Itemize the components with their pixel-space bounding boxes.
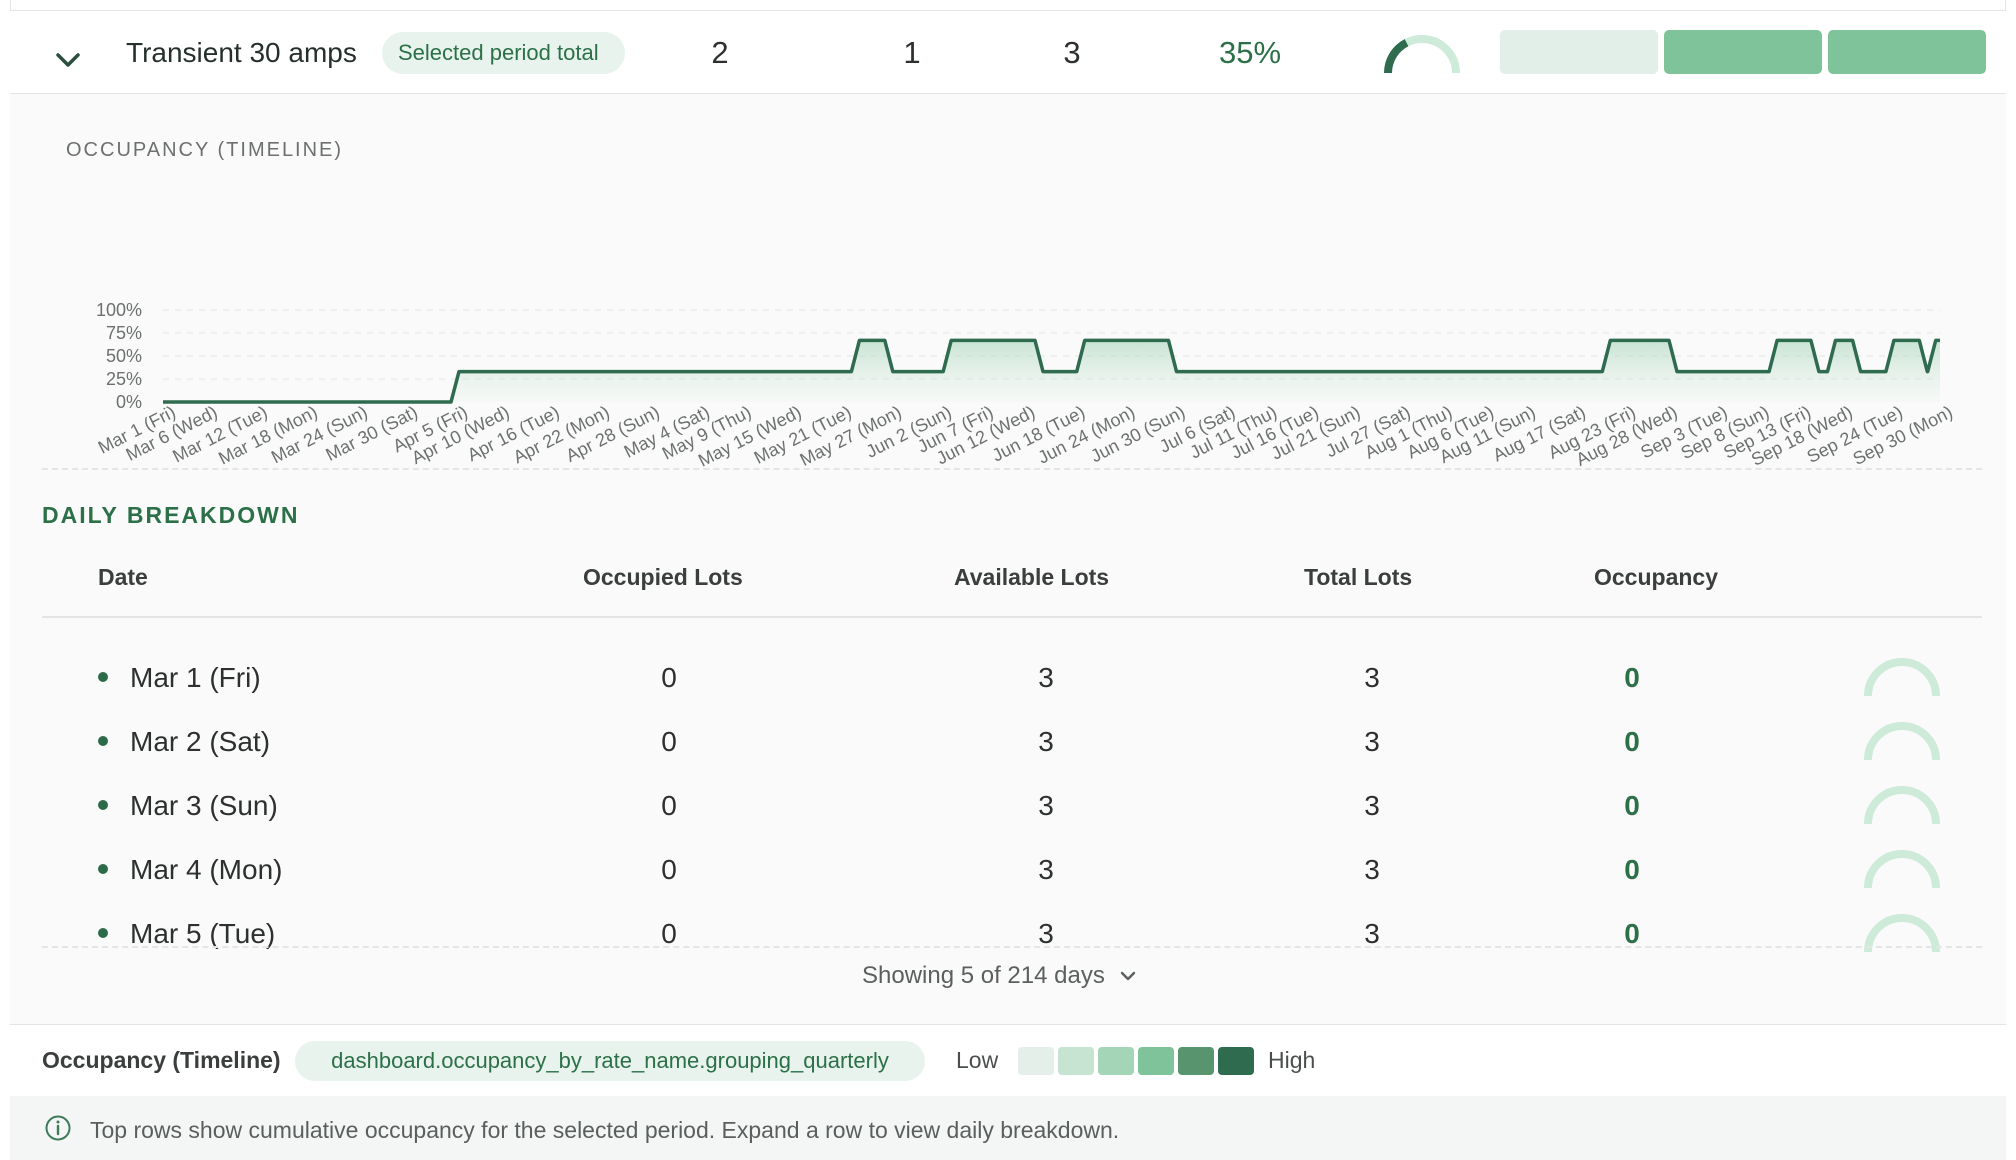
row-occupancy: 0 bbox=[1624, 726, 1640, 757]
show-more-label: Showing 5 of 214 days bbox=[862, 962, 1105, 989]
summary-occupancy: 35% bbox=[1218, 35, 1282, 70]
row-bullet bbox=[98, 736, 108, 746]
table-row: Mar 2 (Sat) 0 3 3 0 bbox=[10, 708, 2006, 772]
occupancy-area bbox=[163, 340, 1940, 402]
heat-cell bbox=[1500, 30, 1658, 74]
occupancy-gauge bbox=[1864, 850, 1940, 889]
summary-occupied: 2 bbox=[711, 35, 729, 70]
info-note: Top rows show cumulative occupancy for t… bbox=[10, 1096, 2006, 1160]
rate-name: Transient 30 amps bbox=[126, 37, 357, 68]
legend-key-badge: dashboard.occupancy_by_rate_name.groupin… bbox=[295, 1041, 925, 1081]
row-occupancy: 0 bbox=[1624, 790, 1640, 821]
legend-high-label: High bbox=[1268, 1047, 1316, 1073]
timeline-heading: OCCUPANCY (TIMELINE) bbox=[66, 139, 344, 161]
occupancy-gauge bbox=[1384, 35, 1460, 74]
occupancy-gauge bbox=[1864, 722, 1940, 761]
row-date: Mar 2 (Sat) bbox=[130, 726, 271, 757]
daily-breakdown-heading: DAILY BREAKDOWN bbox=[42, 502, 300, 528]
row-total: 3 bbox=[1364, 662, 1380, 693]
row-available: 3 bbox=[1038, 662, 1054, 693]
summary-total: 3 bbox=[1063, 35, 1081, 70]
divider bbox=[42, 616, 1982, 618]
row-available: 3 bbox=[1038, 726, 1054, 757]
col-header-available: Available Lots bbox=[954, 564, 1110, 590]
info-icon bbox=[45, 1115, 71, 1141]
row-bullet bbox=[98, 800, 108, 810]
row-total: 3 bbox=[1364, 918, 1380, 949]
occupancy-gauge bbox=[1864, 658, 1940, 697]
occupancy-gauge bbox=[1864, 786, 1940, 825]
occupancy-line bbox=[163, 338, 1940, 404]
divider bbox=[42, 946, 1982, 948]
legend-swatch bbox=[1218, 1047, 1254, 1075]
y-tick-label: 25% bbox=[106, 369, 142, 389]
row-occupancy: 0 bbox=[1624, 854, 1640, 885]
chevron-down-icon bbox=[1120, 971, 1136, 981]
row-date: Mar 5 (Tue) bbox=[130, 918, 276, 949]
y-tick-label: 50% bbox=[106, 346, 142, 366]
summary-available: 1 bbox=[903, 35, 921, 70]
expanded-panel: OCCUPANCY (TIMELINE) 100% 75% 50% 25% 0% Mar… bbox=[10, 94, 2006, 1024]
legend-bar: Occupancy (Timeline) dashboard.occupancy… bbox=[10, 1024, 2006, 1096]
row-occupied: 0 bbox=[661, 854, 677, 885]
legend-title: Occupancy (Timeline) bbox=[42, 1047, 281, 1073]
divider bbox=[10, 10, 2006, 11]
heat-cell bbox=[1664, 30, 1822, 74]
row-date: Mar 4 (Mon) bbox=[130, 854, 283, 885]
row-occupied: 0 bbox=[661, 790, 677, 821]
legend-swatch bbox=[1058, 1047, 1094, 1075]
table-row: Mar 5 (Tue) 0 3 3 0 bbox=[10, 900, 2006, 964]
heat-cell bbox=[1828, 30, 1986, 74]
row-available: 3 bbox=[1038, 854, 1054, 885]
occupancy-timeline-chart: 100%75%50%25%0% Mar 1 (Fri)Mar 6 (Wed)Ma… bbox=[95, 300, 1956, 471]
col-header-occupied: Occupied Lots bbox=[583, 564, 743, 590]
col-header-total: Total Lots bbox=[1304, 564, 1413, 590]
legend-low-label: Low bbox=[956, 1047, 999, 1073]
y-tick-label: 75% bbox=[106, 323, 142, 343]
row-occupied: 0 bbox=[661, 662, 677, 693]
chevron-down-icon[interactable] bbox=[46, 39, 90, 83]
show-more-button[interactable]: Showing 5 of 214 days bbox=[862, 962, 1137, 990]
row-available: 3 bbox=[1038, 790, 1054, 821]
row-occupied: 0 bbox=[661, 918, 677, 949]
col-header-date: Date bbox=[98, 564, 148, 590]
occupancy-gauge bbox=[1864, 914, 1940, 953]
table-row: Mar 3 (Sun) 0 3 3 0 bbox=[10, 772, 2006, 836]
legend-swatch bbox=[1138, 1047, 1174, 1075]
row-total: 3 bbox=[1364, 790, 1380, 821]
rate-summary-row[interactable]: Transient 30 amps Selected period total … bbox=[10, 11, 2006, 94]
table-row: Mar 4 (Mon) 0 3 3 0 bbox=[10, 836, 2006, 900]
divider bbox=[42, 468, 1982, 470]
legend-swatch bbox=[1098, 1047, 1134, 1075]
row-bullet bbox=[98, 672, 108, 682]
y-tick-label: 100% bbox=[96, 300, 142, 320]
row-total: 3 bbox=[1364, 854, 1380, 885]
row-total: 3 bbox=[1364, 726, 1380, 757]
row-occupied: 0 bbox=[661, 726, 677, 757]
info-text: Top rows show cumulative occupancy for t… bbox=[90, 1117, 1120, 1143]
y-tick-label: 0% bbox=[116, 392, 142, 412]
row-occupancy: 0 bbox=[1624, 918, 1640, 949]
row-available: 3 bbox=[1038, 918, 1054, 949]
col-header-occupancy: Occupancy bbox=[1594, 564, 1718, 590]
row-date: Mar 1 (Fri) bbox=[130, 662, 261, 693]
row-bullet bbox=[98, 928, 108, 938]
period-badge: Selected period total bbox=[382, 32, 625, 74]
legend-swatch bbox=[1178, 1047, 1214, 1075]
legend-swatch bbox=[1018, 1047, 1054, 1075]
row-occupancy: 0 bbox=[1624, 662, 1640, 693]
table-row: Mar 1 (Fri) 0 3 3 0 bbox=[10, 644, 2006, 708]
row-date: Mar 3 (Sun) bbox=[130, 790, 278, 821]
row-bullet bbox=[98, 864, 108, 874]
